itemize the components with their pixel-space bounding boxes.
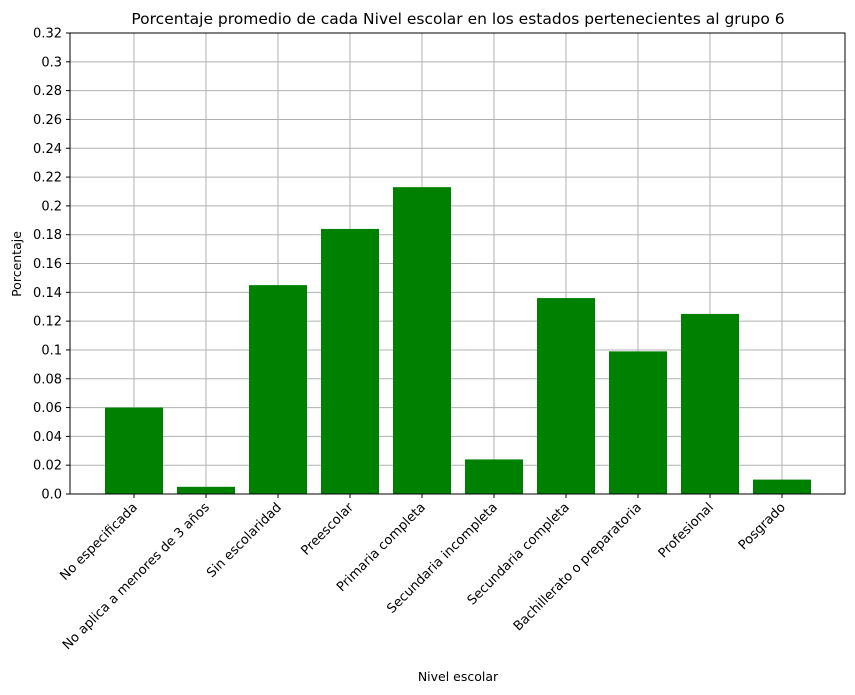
- bar: [681, 313, 739, 494]
- chart-title: Porcentaje promedio de cada Nivel escola…: [131, 10, 784, 28]
- y-tick-label: 0.16: [33, 257, 62, 272]
- bar: [177, 486, 235, 494]
- y-tick-label: 0.26: [33, 113, 62, 128]
- bar: [105, 407, 163, 494]
- grid-lines: [70, 32, 845, 495]
- x-tick-label: Sin escolaridad: [204, 500, 285, 581]
- y-tick-label: 0.2: [41, 199, 62, 214]
- bar: [753, 479, 811, 494]
- y-tick-label: 0.04: [33, 430, 62, 445]
- x-tick-label: Preescolar: [299, 500, 358, 559]
- x-axis-label: Nivel escolar: [418, 669, 499, 684]
- bar: [537, 298, 595, 494]
- y-tick-label: 0.3: [41, 55, 62, 70]
- y-tick-label: 0.0: [41, 488, 62, 503]
- y-tick-label: 0.02: [33, 459, 62, 474]
- bars: [105, 187, 811, 495]
- x-tick-label: Bachillerato o preparatoria: [511, 500, 645, 634]
- y-tick-label: 0.18: [33, 228, 62, 243]
- y-tick-label: 0.1: [41, 343, 62, 358]
- x-tick-label: Posgrado: [736, 500, 789, 553]
- bar: [321, 228, 379, 495]
- x-tick-label: Profesional: [656, 500, 717, 561]
- y-tick-label: 0.06: [33, 401, 62, 416]
- y-tick-label: 0.24: [33, 142, 62, 157]
- bar: [609, 351, 667, 494]
- y-tick-label: 0.12: [33, 315, 62, 330]
- y-tick-label: 0.28: [33, 84, 62, 99]
- y-tick-label: 0.22: [33, 171, 62, 186]
- x-tick-label: No aplica a menores de 3 años: [60, 500, 213, 653]
- y-axis-label: Porcentaje: [9, 231, 24, 297]
- bar: [249, 285, 307, 494]
- y-axis-ticks: 0.0 0.02 0.04 0.06 0.08 0.1 0.12 0.14 0.16 0.18 0.…: [33, 27, 70, 503]
- y-tick-label: 0.32: [33, 27, 62, 42]
- bar: [393, 187, 451, 494]
- y-tick-label: 0.14: [33, 286, 62, 301]
- x-tick-label: No especificada: [57, 500, 141, 584]
- bar: [465, 459, 523, 494]
- y-tick-label: 0.08: [33, 372, 62, 387]
